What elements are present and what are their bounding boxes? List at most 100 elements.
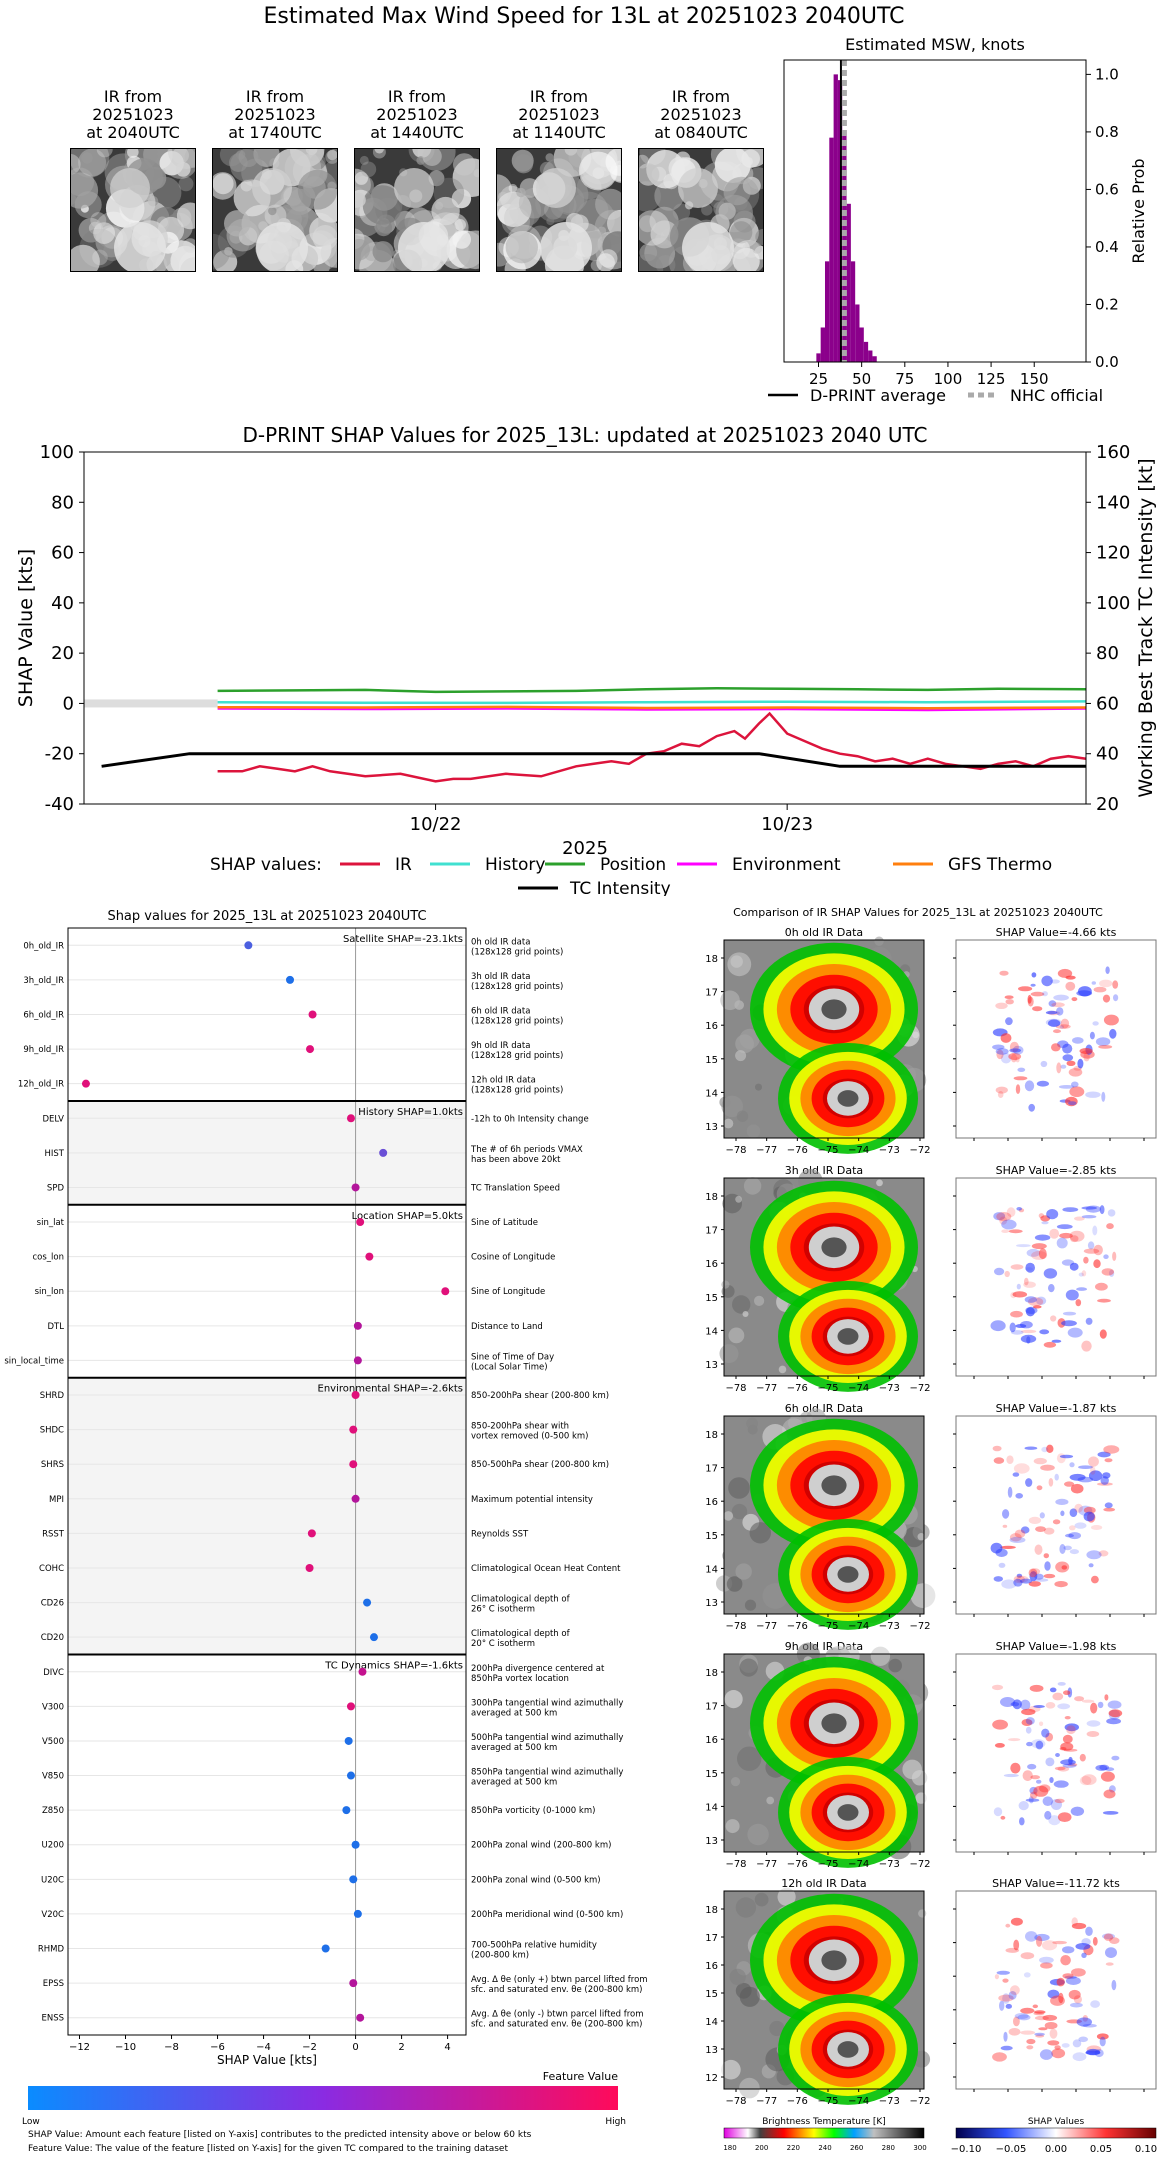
shap-blob <box>1002 1524 1008 1528</box>
shap-blob <box>1060 1064 1067 1069</box>
shap-blob <box>1047 1989 1060 1999</box>
texture <box>917 1533 925 1541</box>
feature-desc: 200hPa meridional wind (0-500 km) <box>471 1910 623 1920</box>
shap-map-bg <box>956 1178 1156 1376</box>
shap-blob <box>1101 1268 1114 1276</box>
shap-blob <box>1069 1086 1085 1097</box>
lon-tick-label: −77 <box>756 1621 777 1632</box>
bt-colorbar-label: Brightness Temperature [K] <box>762 2117 886 2127</box>
lon-tick-label: −77 <box>756 1859 777 1870</box>
shap-blob <box>1012 1472 1020 1477</box>
cloud-blob <box>172 148 189 164</box>
shap-blob <box>1083 1248 1100 1254</box>
legend-label: TC Intensity <box>569 879 671 896</box>
shap-blob <box>1033 1305 1042 1309</box>
shap-blob <box>1106 1718 1121 1725</box>
shap-blob <box>1061 2043 1070 2048</box>
group-label: Location SHAP=5.0kts <box>352 1211 463 1222</box>
shap-blob <box>1008 1229 1023 1234</box>
texture <box>777 1887 796 1906</box>
shap-blob <box>1070 1235 1079 1243</box>
feature-desc: (128x128 grid points) <box>471 982 563 992</box>
cloud-blob <box>354 171 368 185</box>
shap-blob <box>1054 1798 1065 1804</box>
texture <box>726 1576 743 1592</box>
shap-blob <box>1005 1017 1013 1026</box>
bt-tick-label: 240 <box>818 2144 831 2152</box>
feature-desc: (128x128 grid points) <box>471 1051 563 1061</box>
cloud-blob <box>178 176 194 192</box>
shap-blob <box>1074 1522 1087 1529</box>
cloud-blob <box>362 185 403 225</box>
shap-blob <box>1041 1446 1049 1453</box>
shap-blob <box>1103 1789 1116 1799</box>
shap-blob <box>1035 2034 1045 2038</box>
feature-desc: -12h to 0h Intensity change <box>471 1114 589 1124</box>
cloud-blob <box>496 174 513 207</box>
shap-blob <box>1048 1478 1054 1487</box>
feature-frame <box>67 927 467 2036</box>
lon-tick-label: −73 <box>879 1383 900 1394</box>
shap-blob <box>1009 1536 1026 1543</box>
shap-blob <box>1072 2039 1082 2048</box>
shap-blob <box>1028 1581 1041 1587</box>
shap-blob <box>1008 1991 1017 2000</box>
shap-blob <box>994 1267 1005 1276</box>
shap-feature-chart: Shap values for 2025_13L at 20251023 204… <box>4 909 647 2154</box>
shap-blob <box>1038 1248 1047 1260</box>
y-axis-label: SHAP Value [kts] <box>15 549 37 707</box>
shap-blob <box>1043 1553 1049 1559</box>
shap-blob <box>1088 1470 1103 1481</box>
shap-blob <box>1109 1937 1120 1944</box>
cloud-blob <box>224 210 251 237</box>
ir-image-frame <box>723 1177 925 1377</box>
legend-average-label: D-PRINT average <box>810 386 946 405</box>
shap-blob <box>1112 980 1119 989</box>
texture <box>888 1658 902 1673</box>
shap-blob <box>1040 1962 1053 1969</box>
shap-blob <box>1036 1779 1042 1784</box>
series-line-environment <box>217 707 1087 712</box>
shap-blob <box>1015 1084 1021 1094</box>
feature-desc: 500hPa tangential wind azimuthally <box>471 1733 623 1743</box>
legend-label: Environment <box>732 855 841 875</box>
shap-map-frame <box>955 1415 1157 1615</box>
shap-blob <box>1033 1785 1049 1797</box>
lon-tick-label: −72 <box>909 2096 930 2107</box>
cloud-blob <box>505 231 538 264</box>
shap-blob <box>1081 1206 1097 1210</box>
sv-tick-label: −0.10 <box>951 2144 982 2155</box>
shap-blob <box>1010 1762 1021 1774</box>
shap-blob <box>1102 994 1111 1003</box>
shap-blob <box>1013 1076 1028 1081</box>
texture <box>721 2059 741 2080</box>
y-right-axis-label: Working Best Track TC Intensity [kt] <box>1135 458 1157 797</box>
shap-blob <box>1041 1728 1050 1738</box>
cloud-blob <box>360 161 377 178</box>
ir-thumb-title: at 1740UTC <box>228 123 322 142</box>
texture <box>766 1796 775 1805</box>
feature-desc: 200hPa zonal wind (0-500 km) <box>471 1875 601 1885</box>
shap-blob <box>1028 1796 1034 1804</box>
cloud-blob <box>170 245 196 272</box>
shap-blob <box>1062 1973 1074 1979</box>
texture <box>719 1344 739 1364</box>
shap-blob <box>1048 1019 1061 1027</box>
shap-map-frame <box>955 1890 1157 2090</box>
lat-tick-label: 18 <box>705 954 718 965</box>
cloud-blob <box>638 181 661 212</box>
shap-blob <box>1069 1508 1078 1517</box>
shap-blob <box>1069 1462 1075 1468</box>
cloud-blob <box>212 173 234 195</box>
feature-name: sin_local_time <box>4 1356 64 1366</box>
shap-blob <box>1056 1977 1065 1987</box>
feature-desc: Maximum potential intensity <box>471 1495 593 1505</box>
shap-blob <box>1106 1223 1114 1230</box>
shap-blob <box>1058 1992 1064 2004</box>
feature-dot <box>356 2013 365 2022</box>
shap-blob <box>1090 1466 1096 1475</box>
lat-tick-label: 16 <box>705 1961 718 1972</box>
shap-blob <box>1059 1025 1064 1029</box>
shap-blob <box>1008 1738 1021 1742</box>
tc-intensity-line <box>101 752 1086 768</box>
